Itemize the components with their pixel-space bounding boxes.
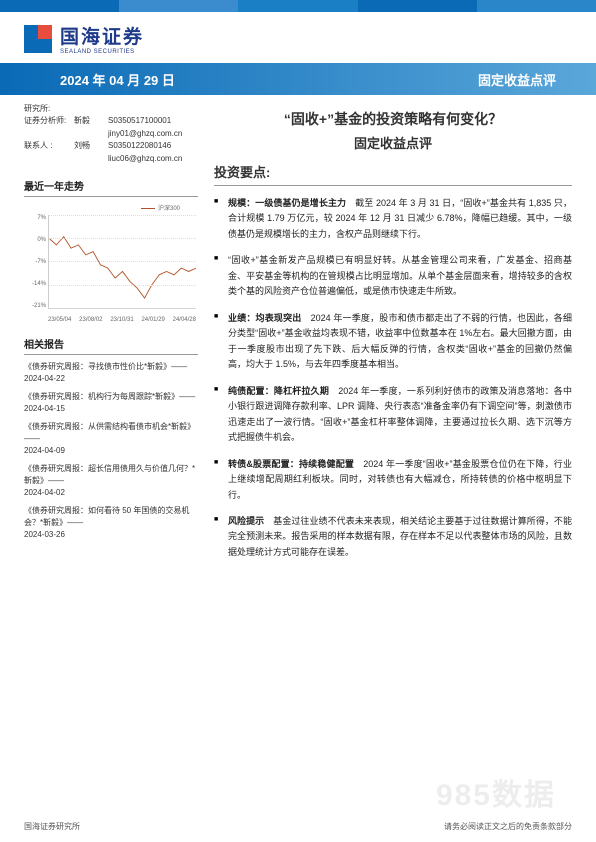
related-report-item: 《债券研究周报：从供需结构看债市机会*靳毅》——2024-04-09 bbox=[24, 421, 198, 457]
analyst-row: 证券分析师:靳毅S0350517100001 bbox=[24, 115, 198, 127]
sub-title: 固定收益点评 bbox=[214, 133, 572, 152]
investment-point: “固收+”基金新发产品规模已有明显好转。从基金管理公司来看，广发基金、招商基金、… bbox=[214, 253, 572, 299]
investment-point: 业绩：均表现突出 2024 年一季度，股市和债市都走出了不弱的行情，也因此，各细… bbox=[214, 311, 572, 373]
brand-row: 国海证券 SEALAND SECURITIES bbox=[0, 12, 596, 63]
investment-point: 纯债配置：降杠杆拉久期 2024 年一季度，一系列利好债市的政策及消息落地：各中… bbox=[214, 384, 572, 446]
right-column: “固收+”基金的投资策略有何变化？ 固定收益点评 投资要点: 规模：一级债基仍是… bbox=[214, 103, 572, 571]
trend-chart: 沪深300 7%0%-7%-14%-21% 23/05/0423/08/0223… bbox=[24, 203, 198, 323]
chart-legend: 沪深300 bbox=[141, 203, 180, 212]
title-band: 2024 年 04 月 29 日 固定收益点评 bbox=[0, 63, 596, 95]
footer-left: 国海证券研究所 bbox=[24, 821, 80, 832]
brand-name-cn: 国海证券 bbox=[60, 22, 144, 49]
header-stripe bbox=[0, 0, 596, 12]
report-date: 2024 年 04 月 29 日 bbox=[60, 70, 175, 89]
report-category: 固定收益点评 bbox=[478, 70, 556, 89]
chart-x-axis: 23/05/0423/08/0223/10/3124/01/2924/04/28 bbox=[48, 317, 196, 323]
analyst-email: liuc06@ghzq.com.cn bbox=[108, 153, 198, 165]
investment-point: 规模：一级债基仍是增长主力 截至 2024 年 3 月 31 日，“固收+”基金… bbox=[214, 196, 572, 242]
chart-y-axis: 7%0%-7%-14%-21% bbox=[24, 215, 46, 309]
chart-section-title: 最近一年走势 bbox=[24, 175, 198, 197]
page-footer: 国海证券研究所 请务必阅读正文之后的免责条款部分 bbox=[24, 821, 572, 832]
related-report-item: 《债券研究周报：机构行为每周跟踪*靳毅》——2024-04-15 bbox=[24, 391, 198, 415]
investment-point: 转债&股票配置：持续稳健配置 2024 年一季度“固收+”基金股票仓位仍在下降，… bbox=[214, 457, 572, 503]
investment-point: 风险提示 基金过往业绩不代表未来表现，相关结论主要基于过往数据计算所得，不能完全… bbox=[214, 514, 572, 560]
related-section-title: 相关报告 bbox=[24, 333, 198, 355]
analyst-row: 联系人 :刘畅S0350122080146 bbox=[24, 140, 198, 152]
analyst-email: jiny01@ghzq.com.cn bbox=[108, 128, 198, 140]
related-reports-list: 《债券研究周报：寻找债市性价比*靳毅》——2024-04-22 《债券研究周报：机… bbox=[24, 361, 198, 541]
left-column: 研究所: 证券分析师:靳毅S0350517100001jiny01@ghzq.c… bbox=[24, 103, 198, 571]
related-report-item: 《债券研究周报：如何看待 50 年国债的交易机会？*靳毅》——2024-03-2… bbox=[24, 505, 198, 541]
related-report-item: 《债券研究周报：寻找债市性价比*靳毅》——2024-04-22 bbox=[24, 361, 198, 385]
dept-label: 研究所: bbox=[24, 103, 198, 115]
main-title: “固收+”基金的投资策略有何变化？ bbox=[214, 109, 572, 129]
investment-points-list: 规模：一级债基仍是增长主力 截至 2024 年 3 月 31 日，“固收+”基金… bbox=[214, 196, 572, 560]
brand-name-en: SEALAND SECURITIES bbox=[60, 49, 144, 55]
footer-right: 请务必阅读正文之后的免责条款部分 bbox=[444, 821, 572, 832]
watermark: 985数据 bbox=[436, 770, 556, 814]
investment-points-header: 投资要点: bbox=[214, 162, 572, 186]
analyst-meta: 研究所: 证券分析师:靳毅S0350517100001jiny01@ghzq.c… bbox=[24, 103, 198, 165]
related-report-item: 《债券研究周报：超长信用债用久与价值几何？*靳毅》——2024-04-02 bbox=[24, 463, 198, 499]
chart-plot-area bbox=[48, 215, 196, 309]
brand-logo-icon bbox=[24, 25, 52, 53]
